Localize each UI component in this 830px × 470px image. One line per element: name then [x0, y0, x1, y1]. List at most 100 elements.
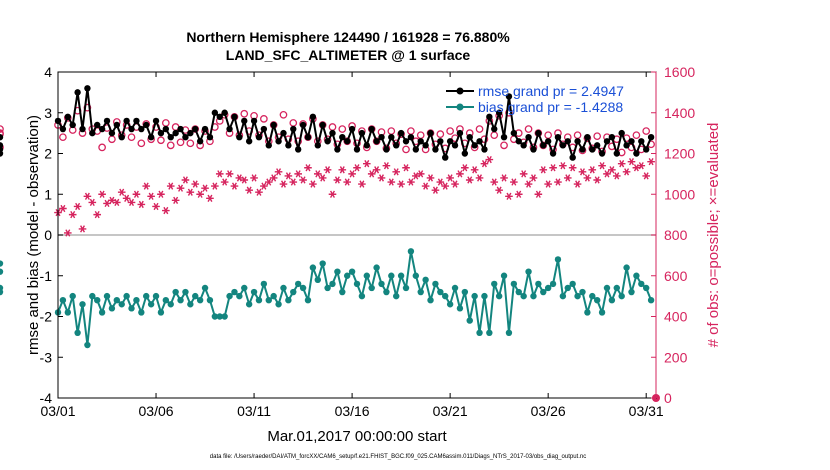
obs-evaluated-point [93, 210, 102, 219]
rmse-point [530, 146, 537, 153]
rmse-point [579, 146, 586, 153]
bias-point [206, 297, 214, 304]
rmse-point [647, 134, 655, 141]
obs-evaluated-point [162, 206, 170, 215]
bias-point [187, 301, 194, 308]
y-tick-label: 3 [44, 105, 52, 121]
obs-evaluated-point [451, 180, 459, 188]
y-tick-label: -1 [40, 268, 53, 284]
bias-point [589, 292, 596, 300]
obs-evaluated-point [505, 192, 513, 200]
bias-point [64, 309, 72, 316]
obs-evaluated-point [279, 180, 288, 188]
obs-evaluated-point [598, 162, 606, 170]
obs-evaluated-point [166, 182, 175, 190]
rmse-point [84, 85, 91, 92]
rmse-point [167, 134, 174, 141]
obs-evaluated-point [264, 178, 273, 186]
rmse-point [608, 134, 616, 141]
bias-point [603, 284, 611, 292]
obs-possible-point [108, 135, 116, 144]
bias-point [579, 288, 586, 296]
rmse-point [64, 113, 72, 121]
y-tick-label: 4 [44, 64, 52, 80]
obs-evaluated-point [196, 190, 204, 198]
obs-evaluated-point [171, 196, 180, 205]
obs-evaluated-point [514, 190, 523, 198]
rmse-point [598, 150, 606, 157]
bias-point [348, 268, 356, 275]
obs-evaluated-point [240, 176, 249, 184]
bias-point [133, 297, 140, 304]
obs-evaluated-point [593, 176, 601, 184]
rmse-point [59, 125, 67, 133]
bias-point [481, 292, 488, 300]
obs-evaluated-point [152, 202, 160, 211]
rmse-point [471, 142, 478, 149]
obs-evaluated-point [524, 180, 533, 188]
obs-evaluated-point [201, 184, 209, 192]
chart-title: Northern Hemisphere 124490 / 161928 = 76… [186, 29, 510, 45]
obs-evaluated-point [127, 198, 136, 207]
bias-point [442, 292, 449, 300]
obs-possible-point [407, 127, 415, 135]
bias-point [299, 284, 307, 292]
bias-point [84, 341, 91, 349]
bias-point [260, 280, 268, 288]
rmse-point [329, 129, 336, 137]
chart-subtitle: LAND_SFC_ALTIMETER @ 1 surface [226, 47, 471, 63]
bias-point [647, 297, 655, 304]
bias-point [0, 288, 4, 296]
bias-point [564, 284, 571, 292]
rmse-point [432, 146, 439, 153]
obs-possible-point [127, 133, 136, 142]
obs-evaluated-point [176, 184, 185, 192]
obs-evaluated-point [353, 164, 361, 172]
obs-evaluated-point [456, 170, 464, 178]
rmse-point [633, 150, 640, 157]
obs-evaluated-point [637, 162, 646, 170]
rmse-point [123, 117, 130, 125]
rmse-point [128, 125, 135, 133]
obs-evaluated-point [299, 176, 307, 184]
obs-possible-point [186, 139, 195, 148]
obs-evaluated-point [583, 174, 592, 182]
bias-point [427, 297, 434, 304]
obs-evaluated-point [441, 182, 450, 190]
rmse-point [437, 138, 444, 145]
obs-evaluated-point [142, 182, 151, 190]
rmse-point [324, 138, 331, 145]
obs-possible-point [279, 110, 288, 119]
obs-evaluated-point [617, 160, 626, 168]
obs-evaluated-point [225, 170, 234, 178]
obs-possible-point [289, 119, 298, 127]
obs-evaluated-point [304, 164, 312, 172]
rmse-point [241, 117, 248, 125]
obs-evaluated-point [284, 172, 293, 180]
rmse-point [500, 134, 508, 141]
rmse-point [280, 129, 287, 137]
bias-point [491, 280, 498, 288]
rmse-point [108, 129, 116, 137]
bias-point [236, 292, 243, 300]
bias-point [0, 268, 4, 275]
bias-point [324, 284, 331, 292]
legend: rmse grand pr = 2.4947 bias grand pr = -… [446, 83, 624, 115]
rmse-point [245, 138, 253, 145]
obs-evaluated-point [186, 188, 195, 196]
obs-evaluated-point [343, 178, 351, 186]
y-right-tick-label: 1200 [664, 146, 695, 162]
obs-possible-point [642, 127, 651, 135]
bias-point [167, 301, 174, 308]
y-tick-label: 0 [44, 227, 52, 243]
y-axis-left-label: rmse and bias (model - observation) [25, 115, 42, 355]
bias-point [339, 288, 346, 296]
bias-point [255, 297, 263, 304]
obs-evaluated-point [289, 178, 298, 186]
rmse-point [172, 129, 179, 137]
bias-point [241, 284, 248, 292]
bias-point [466, 317, 473, 324]
bias-point [319, 260, 326, 267]
rmse-point [255, 134, 263, 141]
